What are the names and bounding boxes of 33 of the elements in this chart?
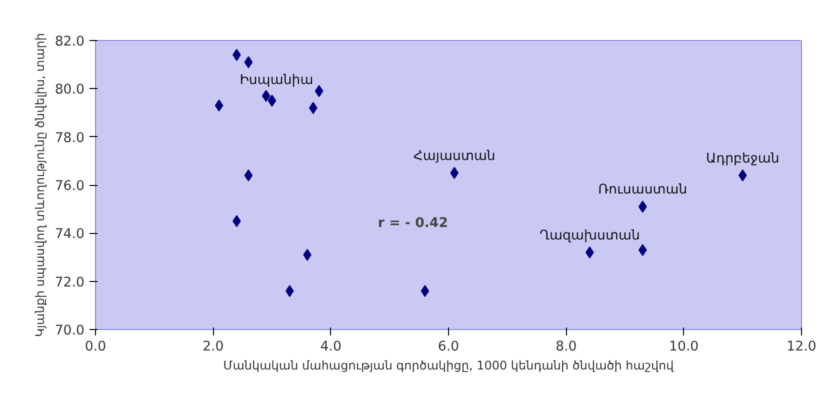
point [314,85,324,98]
point [285,284,294,297]
y-tick-label: 76.0 [54,179,85,194]
y-tick-label: 80.0 [54,82,85,98]
x-tick-label: 6.0 [438,340,460,354]
x-tick-label: 2.0 [202,340,224,354]
x-tick-label: 12.0 [786,340,816,354]
y-axis-title: Կյանքի սպասվող տևողությունը ծնվելիս, տարի [32,32,47,338]
y-tick-label: 78.0 [54,130,85,146]
annotation: Հայաստան [413,148,496,164]
x-tick-label: 4.0 [320,340,342,354]
annotation: Ղազախստան [540,228,640,244]
point [268,94,276,107]
annotation: r = - 0.42 [378,216,448,232]
y-tick-label: 72.0 [54,275,85,290]
point [450,166,459,179]
point [214,100,224,112]
annotation: Իսպանիա [240,73,314,88]
y-tick-label: 74.0 [54,227,85,242]
x-tick-label: 0.0 [84,340,106,354]
point [638,244,647,256]
point [244,56,253,68]
y-tick-label: 70.0 [54,324,85,338]
point [638,200,647,213]
point [420,284,430,297]
point [262,90,270,102]
annotation: Ռուսաստան [598,182,688,198]
y-tick-label: 82.0 [54,34,85,50]
x-tick-label: 8.0 [556,340,577,354]
x-tick-label: 10.0 [668,340,699,354]
annotation: Ադրբեջան [706,151,780,166]
point [244,169,253,182]
x-axis-title: Մանկական մահացության գործակիցը, 1000 կենդանի ծնվածի հաշվով [223,358,674,372]
